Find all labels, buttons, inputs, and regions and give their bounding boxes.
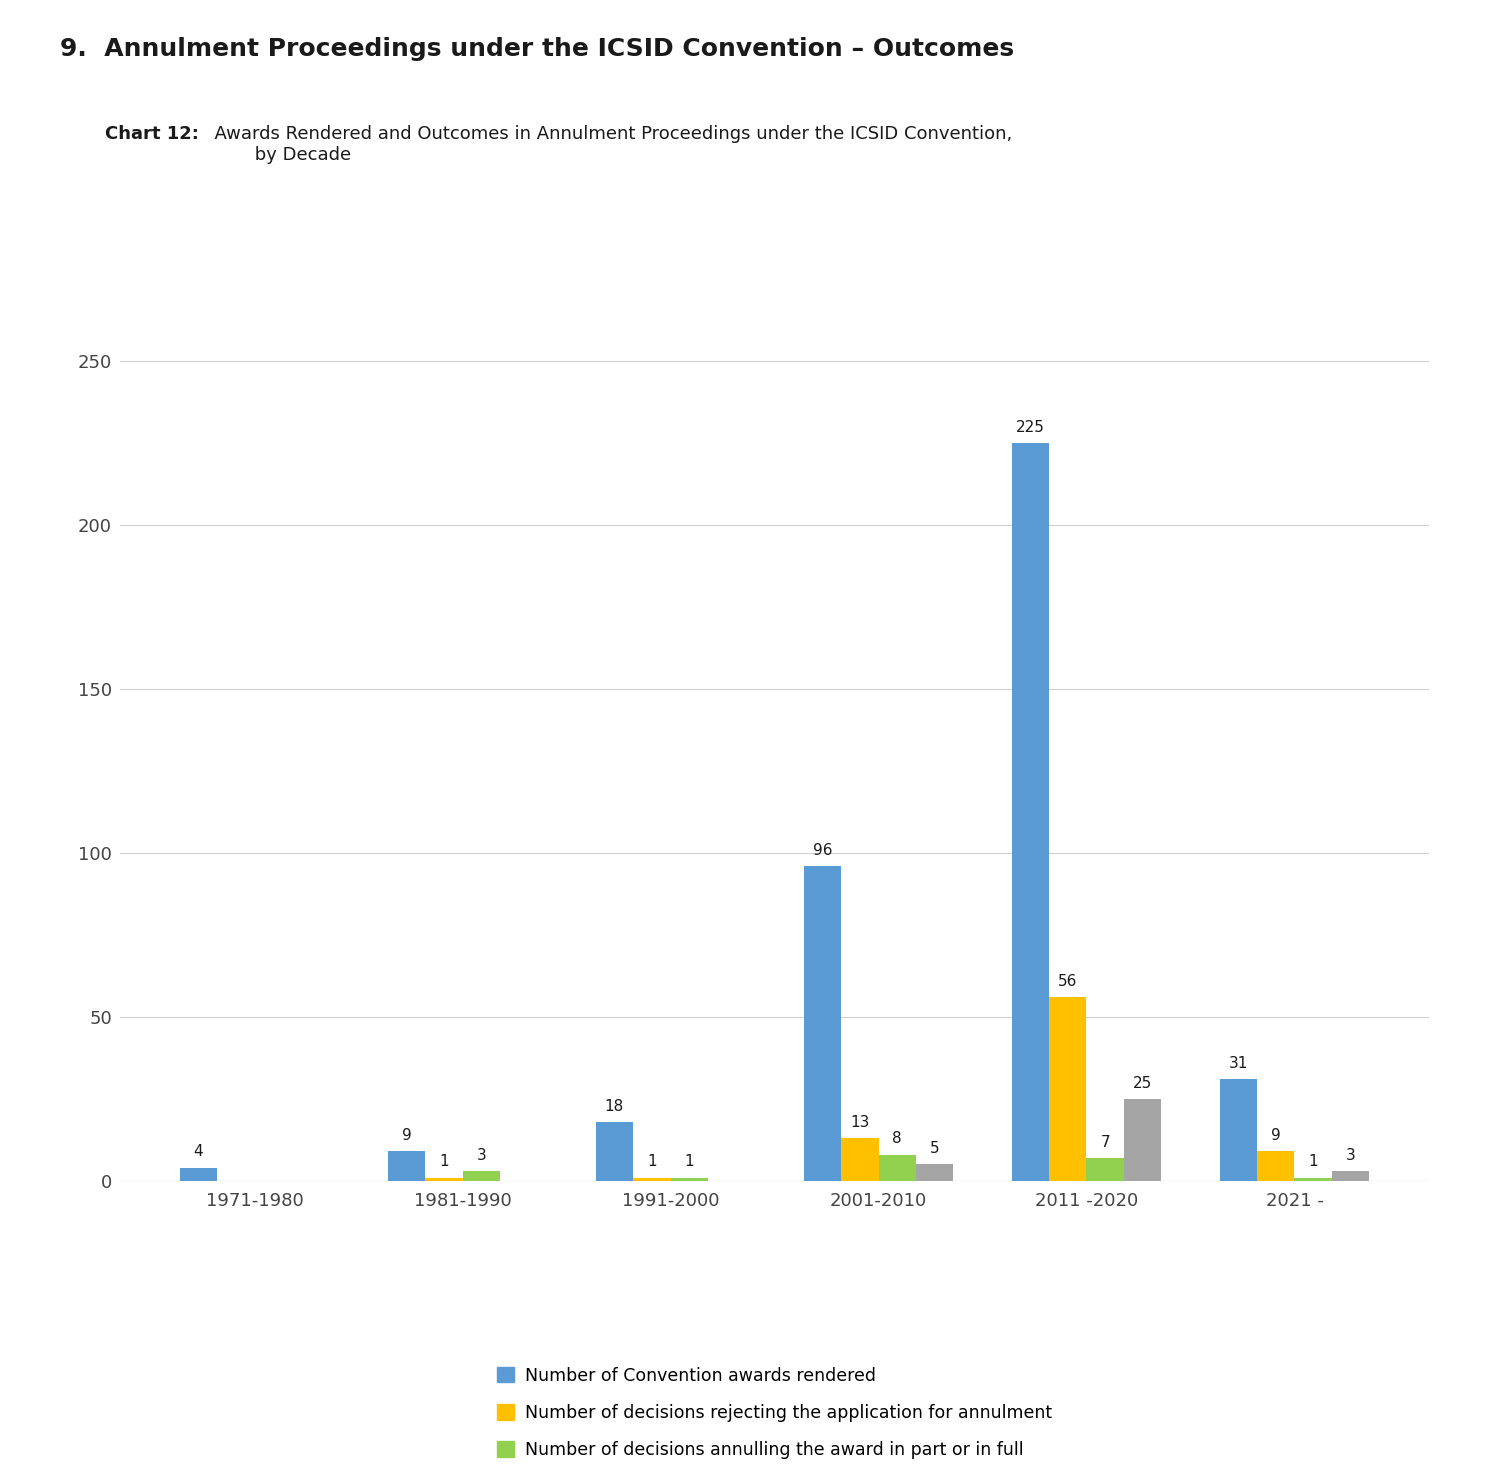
Bar [1220, 1079, 1257, 1181]
Bar [426, 1178, 463, 1181]
Bar [671, 1178, 708, 1181]
Text: 1: 1 [684, 1154, 695, 1169]
Bar [1333, 1170, 1369, 1181]
Bar [841, 1138, 878, 1181]
Text: 8: 8 [892, 1132, 902, 1147]
Bar [596, 1122, 633, 1181]
Text: 3: 3 [477, 1148, 486, 1163]
Bar [878, 1154, 916, 1181]
Bar [1050, 998, 1086, 1181]
Text: 25: 25 [1133, 1076, 1152, 1091]
Text: 1: 1 [1308, 1154, 1318, 1169]
Bar [180, 1168, 217, 1181]
Bar [388, 1151, 426, 1181]
Bar [916, 1165, 954, 1181]
Text: 225: 225 [1015, 419, 1045, 434]
Bar [633, 1178, 671, 1181]
Text: 96: 96 [812, 843, 832, 858]
Legend: Number of Convention awards rendered, Number of decisions rejecting the applicat: Number of Convention awards rendered, Nu… [498, 1367, 1051, 1476]
Text: 4: 4 [194, 1144, 203, 1160]
Bar [1012, 443, 1050, 1181]
Text: Chart 12:: Chart 12: [105, 125, 199, 143]
Text: 56: 56 [1059, 974, 1077, 989]
Bar [1257, 1151, 1295, 1181]
Text: 31: 31 [1229, 1055, 1248, 1072]
Text: 18: 18 [605, 1098, 624, 1113]
Text: 5: 5 [929, 1141, 940, 1156]
Bar [463, 1170, 499, 1181]
Text: 9: 9 [402, 1128, 412, 1142]
Text: Awards Rendered and Outcomes in Annulment Proceedings under the ICSID Convention: Awards Rendered and Outcomes in Annulmen… [203, 125, 1012, 164]
Text: 7: 7 [1101, 1135, 1110, 1150]
Bar [1086, 1157, 1123, 1181]
Text: 1: 1 [647, 1154, 657, 1169]
Text: 9: 9 [1271, 1128, 1280, 1142]
Text: 1: 1 [439, 1154, 448, 1169]
Text: 13: 13 [850, 1114, 869, 1131]
Text: 3: 3 [1346, 1148, 1355, 1163]
Bar [1295, 1178, 1333, 1181]
Bar [1123, 1098, 1161, 1181]
Bar [803, 866, 841, 1181]
Text: 9.  Annulment Proceedings under the ICSID Convention – Outcomes: 9. Annulment Proceedings under the ICSID… [60, 37, 1014, 61]
